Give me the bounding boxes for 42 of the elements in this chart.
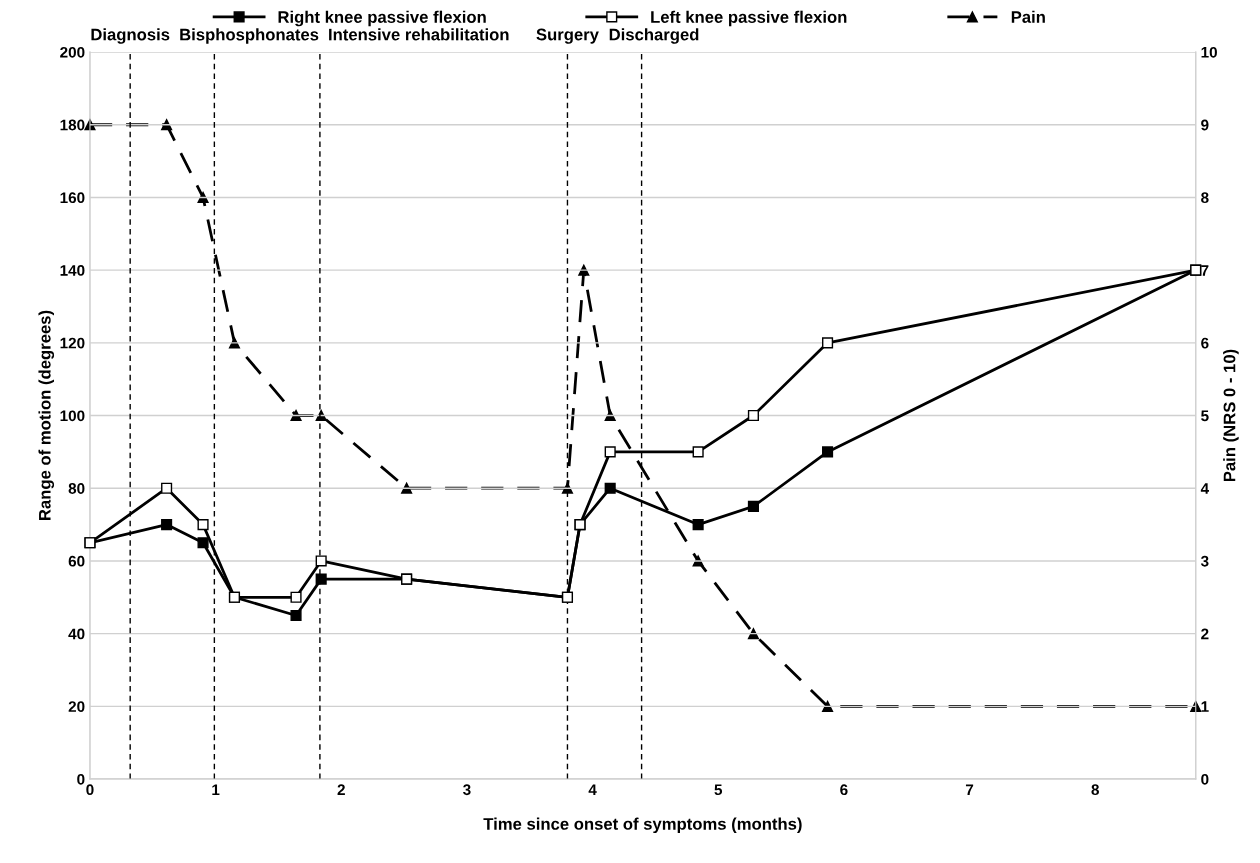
x-axis-title: Time since onset of symptoms (months): [483, 817, 802, 834]
y-tick-label: 40: [68, 628, 85, 640]
x-tick-label: 1: [212, 784, 220, 795]
y-tick-label: 180: [60, 119, 85, 131]
ref-line-label: Bisphosphonates: [180, 28, 319, 44]
y2-tick-label: 10: [1201, 46, 1217, 58]
y2-tick-label: 9: [1201, 119, 1209, 131]
y2-tick-label: 0: [1201, 773, 1209, 785]
x-tick-label: 2: [337, 784, 345, 795]
x-tick-label: 8: [1091, 784, 1099, 796]
y-tick-label: 200: [60, 46, 85, 58]
y2-tick-label: 4: [1200, 483, 1210, 494]
x-tick-label: 5: [714, 784, 723, 796]
y2-tick-label: 5: [1201, 410, 1209, 422]
y2-tick-label: 6: [1201, 337, 1209, 349]
y-tick-label: 0: [77, 773, 85, 785]
ref-line-label: Surgery: [536, 28, 599, 44]
y2-tick-label: 2: [1201, 628, 1209, 640]
y-axis-title: Range of motion (degrees): [38, 310, 55, 520]
y-tick-label: 120: [60, 337, 85, 349]
legend-label: Right knee passive flexion: [278, 10, 486, 27]
y2-tick-label: 8: [1201, 192, 1209, 204]
x-tick-label: 6: [840, 784, 848, 796]
y2-tick-label: 1: [1201, 701, 1209, 712]
y-tick-label: 160: [60, 192, 85, 204]
y-tick-label: 100: [60, 410, 85, 422]
y-tick-label: 60: [68, 555, 85, 567]
y-tick-label: 20: [68, 701, 85, 713]
y-tick-label: 80: [68, 483, 85, 494]
y2-axis-title: Pain (NRS 0 - 10): [1223, 349, 1239, 482]
x-tick-label: 4: [588, 784, 597, 795]
legend-label: Left knee passive flexion: [651, 10, 847, 27]
ref-line-label: Discharged: [609, 28, 699, 44]
ref-line-label: Intensive rehabilitation: [329, 28, 509, 41]
legend-label: Pain: [1011, 10, 1045, 23]
x-tick-label: 0: [86, 784, 94, 796]
x-tick-label: 7: [965, 784, 974, 795]
ref-line-label: Diagnosis: [91, 28, 170, 44]
x-tick-label: 3: [463, 784, 471, 796]
y2-tick-label: 3: [1200, 555, 1209, 567]
y-tick-label: 140: [60, 265, 85, 276]
y2-tick-label: 7: [1201, 265, 1209, 276]
